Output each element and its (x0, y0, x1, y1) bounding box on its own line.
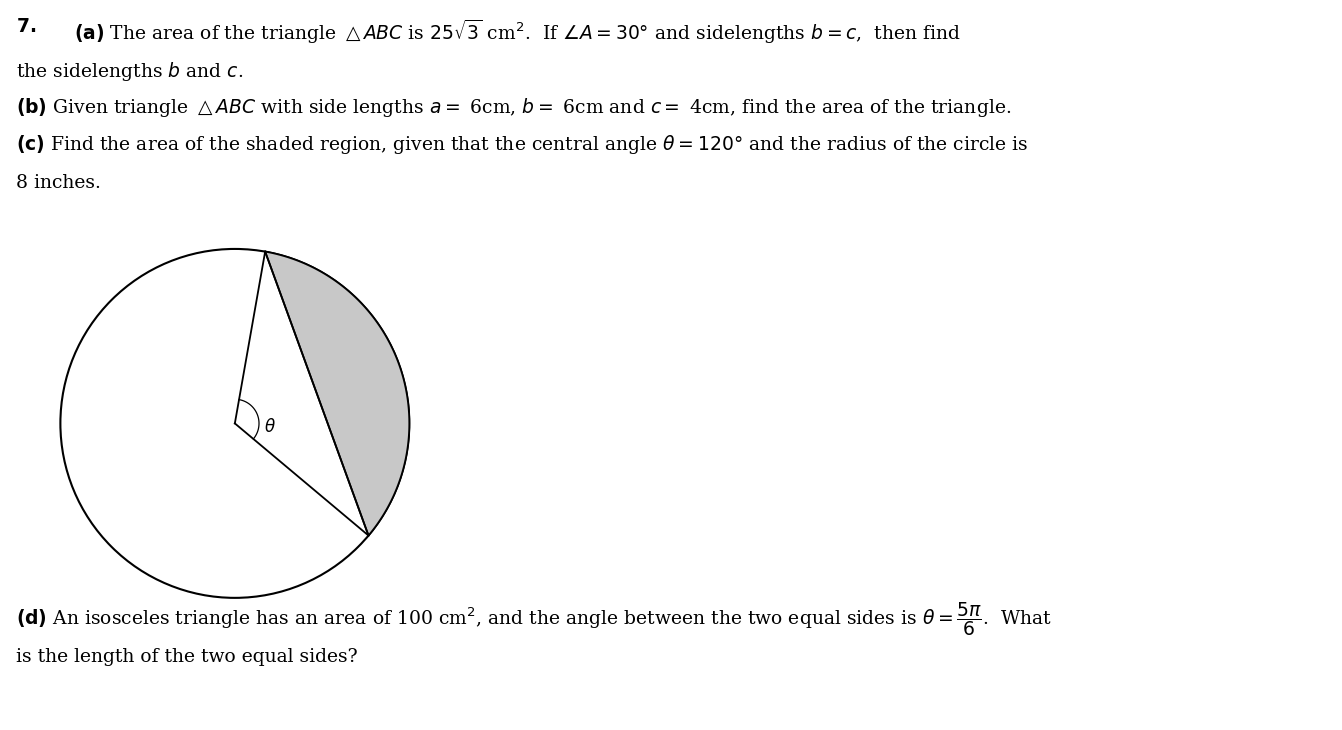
Text: $\mathbf{(d)}$ An isosceles triangle has an area of 100 cm$^2$, and the angle be: $\mathbf{(d)}$ An isosceles triangle has… (16, 600, 1052, 638)
Polygon shape (266, 252, 409, 536)
Text: the sidelengths $b$ and $c$.: the sidelengths $b$ and $c$. (16, 60, 243, 83)
Text: $\mathbf{(b)}$ Given triangle $\triangle ABC$ with side lengths $a =$ 6cm, $b =$: $\mathbf{(b)}$ Given triangle $\triangle… (16, 96, 1012, 120)
Text: $\theta$: $\theta$ (264, 418, 276, 436)
Text: 8 inches.: 8 inches. (16, 174, 101, 192)
Text: $\mathbf{(a)}$ The area of the triangle $\triangle ABC$ is $25\sqrt{3}$ cm$^2$. : $\mathbf{(a)}$ The area of the triangle … (74, 18, 961, 47)
Text: $\mathbf{7.}$: $\mathbf{7.}$ (16, 18, 36, 36)
Text: is the length of the two equal sides?: is the length of the two equal sides? (16, 648, 358, 666)
Text: $\mathbf{(c)}$ Find the area of the shaded region, given that the central angle : $\mathbf{(c)}$ Find the area of the shad… (16, 133, 1028, 156)
